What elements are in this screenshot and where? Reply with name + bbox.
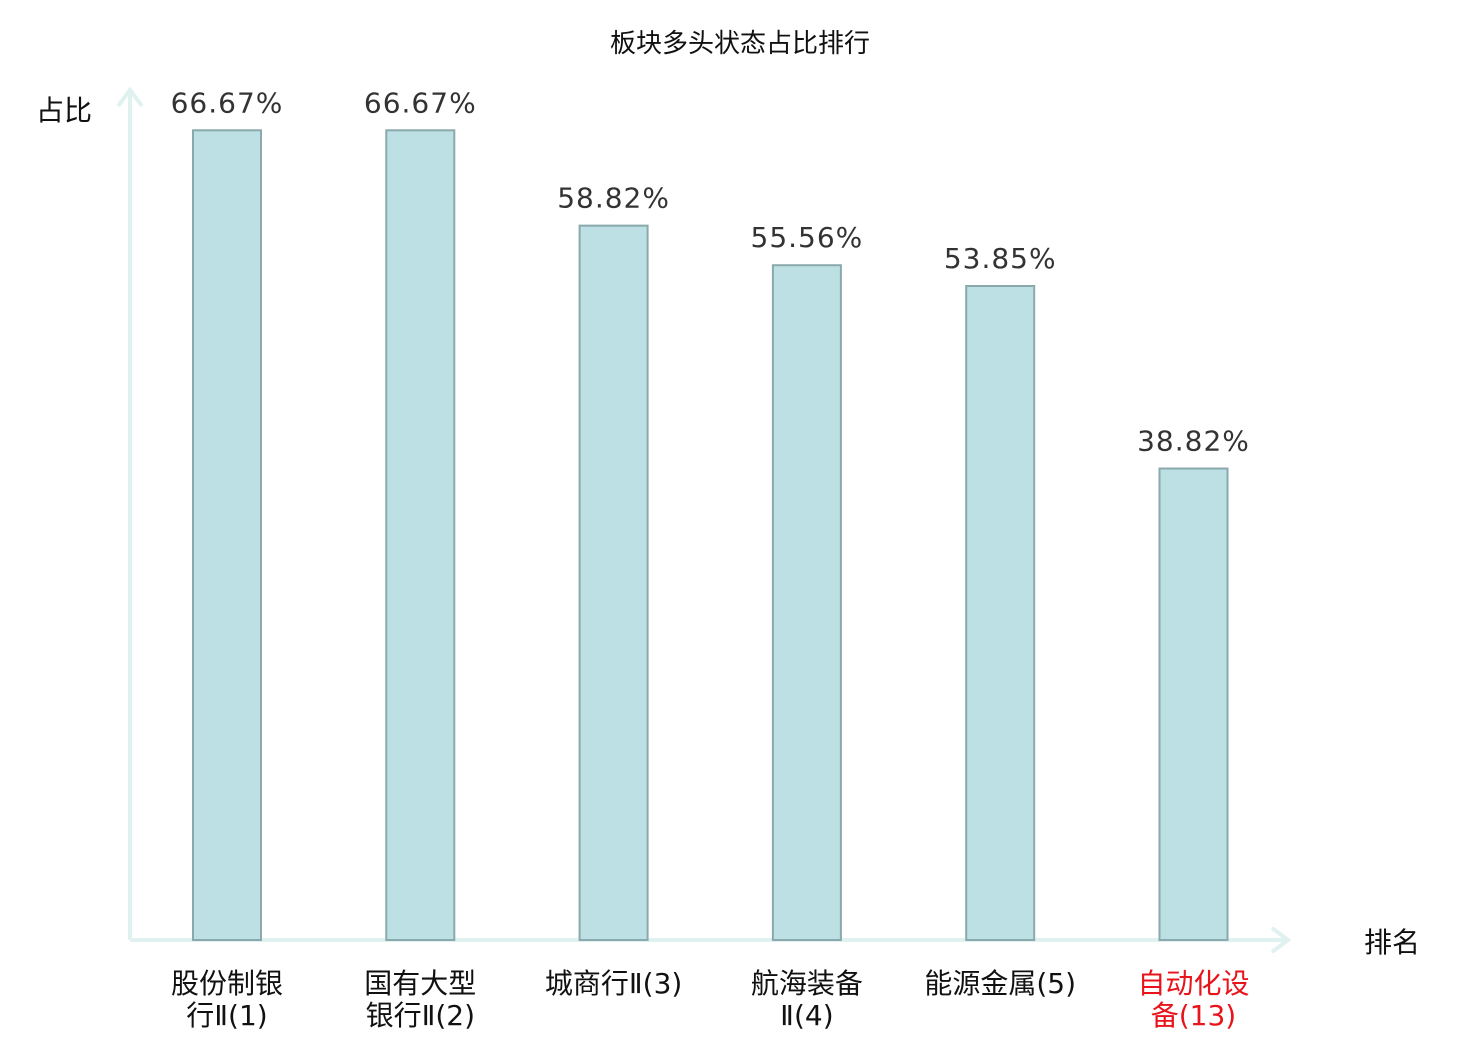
bar-value-label: 66.67% [364,86,477,119]
category-tick-label: 股份制银行Ⅱ(1) [171,967,283,1032]
category-tick-label: 国有大型银行Ⅱ(2) [364,967,476,1032]
bar-value-label: 55.56% [751,221,864,254]
bar [771,264,842,941]
bar-value-label: 53.85% [944,242,1057,275]
bar [385,129,456,942]
category-tick-label: 自动化设备(13) [1137,967,1249,1032]
category-labels-group: 股份制银行Ⅱ(1) 国有大型银行Ⅱ(2) 城商行Ⅱ(3) 航海装备 Ⅱ(4) 能源金属(5… [171,967,1250,1032]
axes [116,86,1292,954]
bars-group [192,129,1229,942]
y-axis-arrow-icon [116,86,144,108]
x-axis-label: 排名 [1364,926,1420,959]
bar [965,284,1036,941]
category-tick-label: 航海装备 Ⅱ(4) [751,967,863,1032]
bar-value-label: 58.82% [557,182,670,215]
category-tick-label: 能源金属(5) [924,967,1076,1000]
value-labels-group: 66.67% 66.67% 58.82% 55.56% 53.85% 38.82% [171,86,1250,458]
y-axis-label: 占比 [36,94,92,127]
category-tick-label: 城商行Ⅱ(3) [545,967,682,1000]
bar-value-label: 38.82% [1137,425,1250,458]
x-axis-arrow-icon [1270,926,1292,954]
bar [1158,467,1229,941]
chart-title: 板块多头状态占比排行 [610,29,870,59]
bar [192,129,262,942]
bar-value-label: 66.67% [171,86,284,119]
bar [578,224,649,941]
